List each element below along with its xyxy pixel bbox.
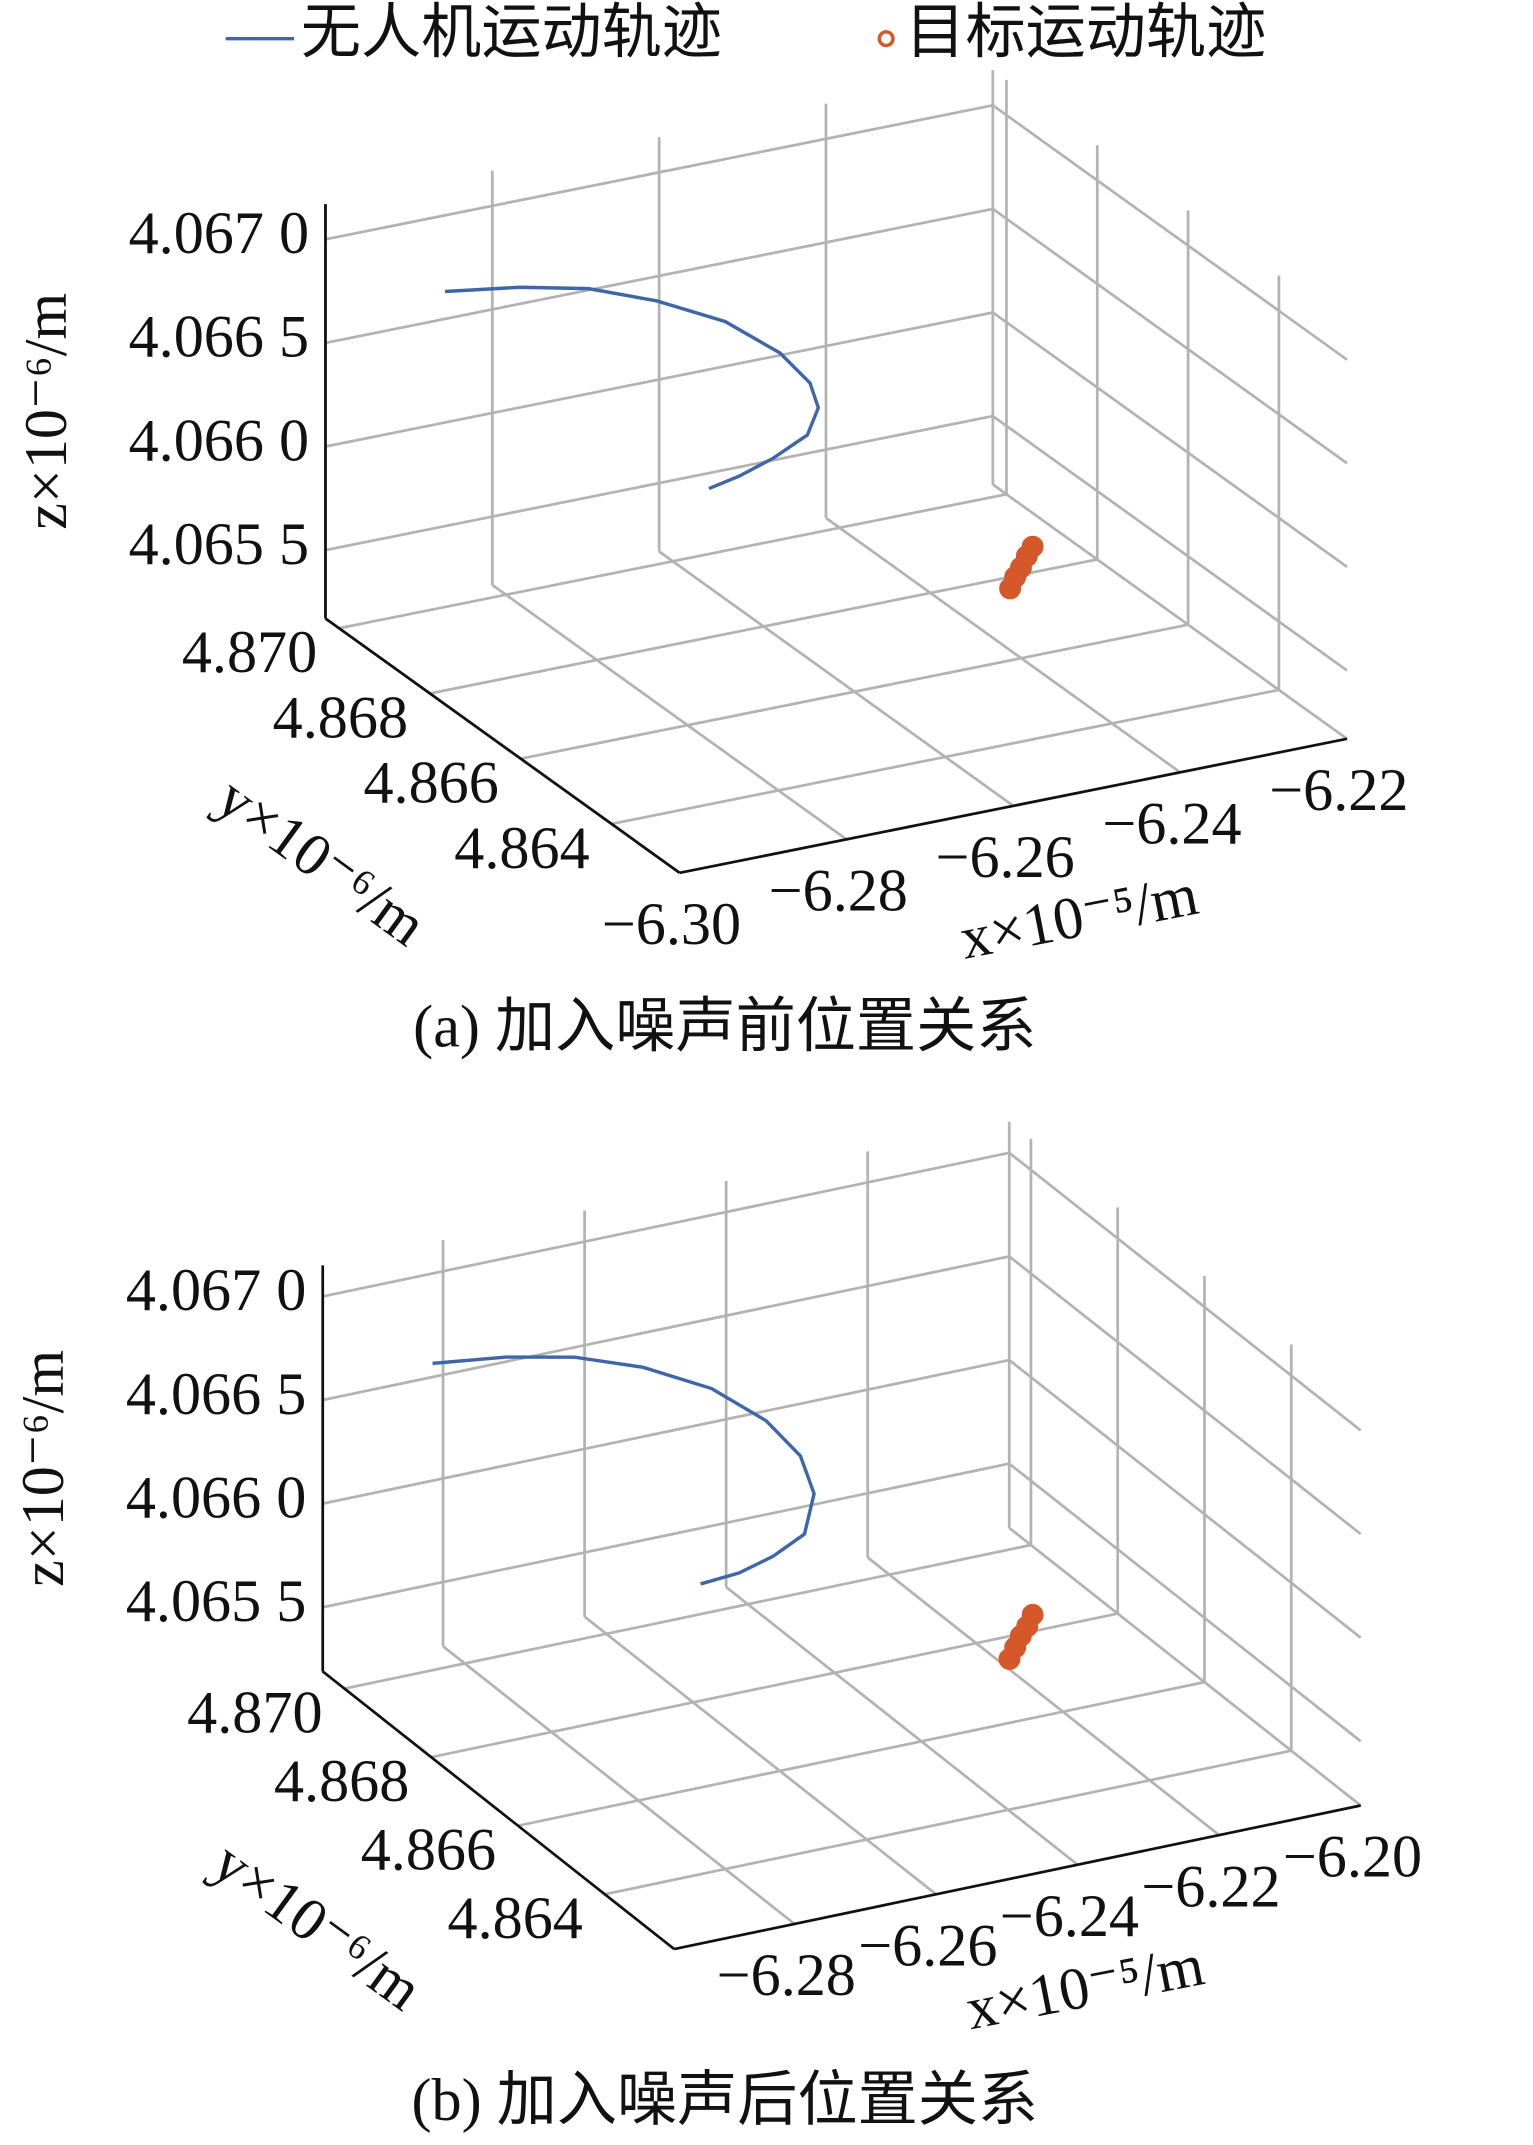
y-tick-label: 4.866 (361, 1817, 496, 1884)
grid-line (725, 1586, 1079, 1866)
grid-line (1008, 1151, 1362, 1432)
caption: (b) 加入噪声后位置关系 (411, 2067, 1038, 2134)
z-tick-label: 4.067 0 (129, 200, 309, 267)
z-axis-label: z×10⁻⁶/m (13, 293, 80, 530)
target-point (1021, 1603, 1044, 1626)
y-tick-label: 4.868 (273, 684, 408, 751)
grid-line (338, 492, 1007, 630)
z-tick-label: 4.067 0 (126, 1257, 306, 1324)
grid-line (325, 103, 994, 241)
grid-line (322, 1358, 1010, 1505)
z-tick-label: 4.066 5 (126, 1361, 306, 1428)
x-tick-label: −6.26 (936, 824, 1075, 891)
x-tick-label: −6.22 (1269, 757, 1408, 824)
z-axis-label: z×10⁻⁶/m (10, 1350, 77, 1587)
legend-label: 目标运动轨迹 (905, 0, 1266, 66)
grid-line (520, 623, 1189, 761)
grid-line (442, 1645, 796, 1925)
y-tick-label: 4.866 (363, 750, 498, 817)
x-tick-label: −6.22 (1141, 1853, 1280, 1920)
x-tick-label: −6.24 (1000, 1883, 1139, 1950)
x-tick-label: −6.28 (717, 1942, 856, 2009)
z-tick-label: 4.066 5 (129, 304, 309, 371)
y-tick-label: 4.870 (187, 1680, 322, 1747)
x-tick-label: −6.26 (858, 1913, 997, 1980)
grid-line (322, 1151, 1010, 1298)
grid-line (992, 483, 1348, 740)
z-tick-label: 4.065 5 (129, 511, 309, 578)
grid-line (658, 550, 1015, 807)
grid-line (491, 583, 848, 841)
y-tick-label: 4.864 (448, 1885, 583, 1952)
grid-line (325, 207, 994, 345)
legend-label: 无人机运动轨迹 (301, 0, 722, 66)
target-point (1021, 535, 1044, 558)
grid-line (611, 688, 1280, 826)
grid-line (325, 414, 994, 552)
grid-line (322, 1255, 1010, 1402)
y-tick-label: 4.870 (182, 619, 317, 686)
x-tick-label: −6.20 (1283, 1824, 1422, 1891)
uav-trajectory (444, 285, 821, 491)
grid-line (583, 1615, 937, 1896)
grid-line (517, 1680, 1205, 1828)
x-tick-label: −6.30 (602, 891, 741, 958)
y-axis (321, 1670, 676, 1951)
grid-line (1008, 1358, 1362, 1639)
grid-line (1008, 1255, 1362, 1536)
grid-line (430, 1612, 1118, 1759)
x-tick-label: −6.24 (1102, 791, 1241, 858)
x-tick-label: −6.28 (769, 858, 908, 925)
grid-line (325, 311, 994, 448)
y-tick-label: 4.868 (274, 1748, 409, 1815)
x-axis (679, 737, 1348, 875)
z-tick-label: 4.066 0 (129, 407, 309, 474)
grid-line (825, 516, 1181, 774)
grid-line (344, 1543, 1032, 1690)
grid-line (1008, 1462, 1362, 1743)
legend-marker (877, 30, 895, 48)
z-tick-label: 4.066 0 (126, 1464, 306, 1531)
grid-line (1008, 1526, 1362, 1807)
grid-line (429, 558, 1098, 695)
grid-line (992, 414, 1348, 672)
grid-line (322, 1462, 1010, 1609)
grid-line (604, 1749, 1292, 1896)
grid-line (992, 311, 1348, 568)
grid-line (992, 104, 1348, 361)
z-tick-label: 4.065 5 (126, 1568, 306, 1635)
caption: (a) 加入噪声前位置关系 (413, 994, 1036, 1061)
y-axis (324, 617, 681, 874)
uav-trajectory (432, 1355, 816, 1586)
grid-line (992, 207, 1348, 465)
grid-line (866, 1556, 1220, 1837)
x-axis (673, 1804, 1361, 1951)
y-tick-label: 4.864 (454, 815, 589, 882)
